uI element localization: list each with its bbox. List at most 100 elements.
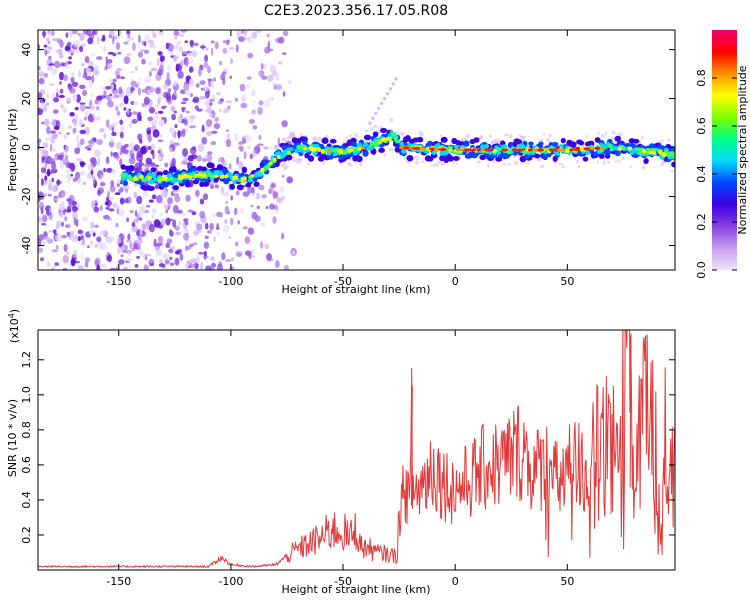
noise-speckle	[271, 82, 278, 86]
noise-speckle	[151, 194, 157, 200]
noise-speckle	[51, 30, 55, 36]
noise-speckle	[248, 251, 252, 260]
noise-speckle	[126, 238, 131, 243]
noise-speckle	[128, 120, 133, 129]
noise-speckle	[267, 74, 274, 83]
ridge-blob	[657, 144, 663, 150]
noise-speckle	[167, 197, 174, 205]
noise-speckle	[213, 236, 217, 242]
noise-speckle	[53, 109, 59, 114]
noise-speckle	[188, 66, 194, 73]
noise-speckle	[235, 190, 240, 196]
ridge-peak	[532, 148, 539, 152]
ridge-blob	[229, 183, 235, 190]
ridge-blob	[538, 141, 544, 146]
noise-speckle	[133, 144, 140, 152]
ridge-blob	[552, 142, 559, 147]
noise-speckle	[76, 158, 82, 162]
ridge-blob	[260, 167, 265, 173]
noise-speckle	[279, 186, 285, 194]
noise-speckle	[256, 205, 261, 210]
noise-speckle	[123, 56, 131, 65]
ridge-blob	[338, 155, 345, 160]
noise-speckle	[84, 261, 89, 268]
noise-speckle	[210, 184, 214, 189]
noise-speckle	[86, 173, 93, 180]
noise-speckle	[180, 133, 186, 136]
noise-speckle	[150, 67, 158, 72]
noise-speckle	[348, 133, 352, 137]
noise-speckle	[48, 63, 55, 66]
noise-speckle	[223, 191, 230, 197]
noise-speckle	[136, 153, 143, 162]
noise-speckle	[69, 112, 75, 117]
noise-speckle	[184, 40, 188, 43]
noise-speckle	[174, 195, 181, 203]
noise-speckle	[122, 266, 127, 270]
noise-speckle	[151, 208, 157, 214]
noise-speckle	[73, 250, 78, 258]
noise-speckle	[67, 178, 71, 184]
noise-speckle	[142, 191, 149, 198]
noise-speckle	[72, 94, 78, 101]
noise-speckle	[89, 240, 94, 246]
noise-speckle	[266, 253, 273, 262]
noise-speckle	[223, 224, 230, 233]
ridge-blob	[622, 145, 626, 152]
noise-speckle	[284, 139, 287, 143]
noise-speckle	[108, 140, 115, 148]
ridge-blob	[594, 137, 601, 143]
ridge-blob	[287, 150, 291, 155]
noise-speckle	[282, 174, 285, 178]
noise-speckle	[171, 157, 176, 167]
noise-speckle	[226, 129, 229, 132]
noise-speckle	[115, 105, 119, 111]
snr-y-axis-title: SNR (10 * v/v)	[6, 399, 19, 477]
noise-speckle	[136, 215, 140, 221]
ridge-blob	[250, 174, 255, 178]
noise-speckle	[191, 50, 197, 58]
noise-speckle	[345, 135, 348, 139]
ridge-blob	[554, 150, 560, 156]
noise-speckle	[200, 45, 206, 49]
noise-speckle	[162, 253, 169, 260]
noise-speckle	[94, 244, 98, 248]
snr-y-ticks: 0.2 0.4 0.6 0.8 1.0 1.2	[20, 351, 675, 544]
noise-speckle	[131, 111, 138, 115]
noise-speckle	[261, 62, 264, 70]
noise-speckle	[159, 30, 163, 33]
ridge-blob	[320, 149, 326, 154]
ridge-peak	[589, 147, 595, 151]
ridge-blob	[609, 148, 614, 152]
noise-speckle	[38, 66, 41, 71]
ridge-peak	[548, 148, 554, 152]
noise-speckle	[260, 241, 264, 249]
noise-speckle	[165, 78, 172, 87]
ridge-peak	[573, 147, 581, 152]
noise-speckle	[56, 233, 64, 242]
noise-speckle	[476, 160, 482, 164]
noise-speckle	[145, 205, 151, 208]
ridge-blob	[302, 140, 308, 145]
noise-speckle	[38, 216, 42, 223]
noise-speckle	[252, 255, 256, 258]
noise-speckle	[129, 209, 134, 214]
noise-speckle	[173, 44, 179, 50]
noise-speckle	[370, 126, 374, 131]
ridge-blob	[522, 150, 528, 155]
noise-speckle	[165, 242, 170, 249]
noise-speckle	[47, 66, 53, 71]
y-tick-label: 20	[20, 92, 33, 106]
noise-speckle	[286, 176, 294, 184]
noise-speckle	[195, 83, 200, 88]
x-tick-label: 0	[452, 575, 459, 588]
ridge-peak	[600, 146, 605, 150]
noise-speckle	[180, 89, 186, 95]
noise-speckle	[211, 130, 218, 134]
noise-speckle	[275, 72, 280, 81]
noise-speckle	[47, 40, 51, 45]
noise-speckle	[479, 134, 483, 139]
noise-speckle	[66, 205, 72, 213]
y-tick-label: 0.8	[20, 421, 33, 439]
noise-speckle	[151, 30, 155, 36]
